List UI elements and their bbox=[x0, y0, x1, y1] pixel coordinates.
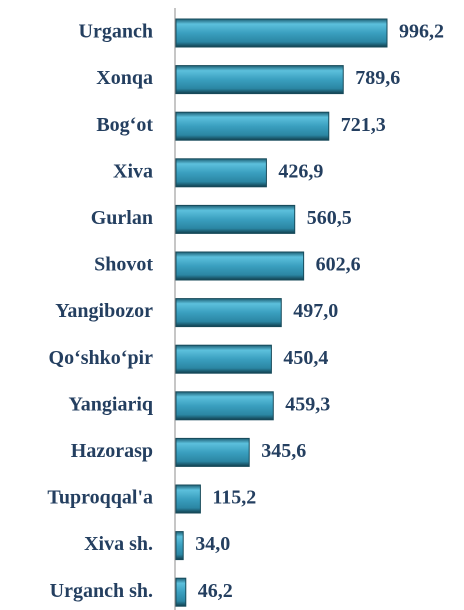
value-label: 450,4 bbox=[283, 347, 328, 369]
value-label: 497,0 bbox=[293, 300, 338, 322]
category-label: Bog‘ot bbox=[96, 114, 153, 136]
bar bbox=[175, 65, 344, 95]
category-label: Xiva sh. bbox=[84, 533, 153, 555]
bar bbox=[175, 344, 272, 374]
value-label: 996,2 bbox=[399, 21, 444, 43]
bar bbox=[175, 391, 274, 421]
category-label: Urganch sh. bbox=[50, 580, 153, 602]
bar bbox=[175, 531, 184, 561]
value-label: 459,3 bbox=[285, 393, 330, 415]
category-label: Hazorasp bbox=[71, 440, 153, 462]
bar bbox=[175, 204, 296, 234]
value-label: 46,2 bbox=[198, 580, 233, 602]
category-label: Shovot bbox=[94, 254, 153, 276]
bar bbox=[175, 18, 388, 48]
value-label: 115,2 bbox=[212, 487, 256, 509]
bar bbox=[175, 484, 201, 514]
value-label: 721,3 bbox=[341, 114, 386, 136]
value-label: 789,6 bbox=[355, 67, 400, 89]
value-label: 602,6 bbox=[316, 254, 361, 276]
value-label: 426,9 bbox=[278, 160, 323, 182]
category-label: Tuproqqal'a bbox=[47, 487, 153, 509]
bar bbox=[175, 251, 305, 281]
category-label: Yangibozor bbox=[55, 300, 153, 322]
category-label: Qo‘shko‘pir bbox=[49, 347, 154, 369]
bar bbox=[175, 298, 282, 328]
bar bbox=[175, 111, 330, 141]
bar bbox=[175, 158, 267, 188]
category-label: Xiva bbox=[113, 160, 153, 182]
value-label: 34,0 bbox=[195, 533, 230, 555]
category-label: Gurlan bbox=[91, 207, 153, 229]
category-label: Yangiariq bbox=[69, 393, 153, 415]
bar bbox=[175, 437, 250, 467]
category-label: Urganch bbox=[79, 21, 153, 43]
bar bbox=[175, 577, 187, 607]
category-label: Xonqa bbox=[96, 67, 153, 89]
value-label: 560,5 bbox=[307, 207, 352, 229]
value-label: 345,6 bbox=[261, 440, 306, 462]
